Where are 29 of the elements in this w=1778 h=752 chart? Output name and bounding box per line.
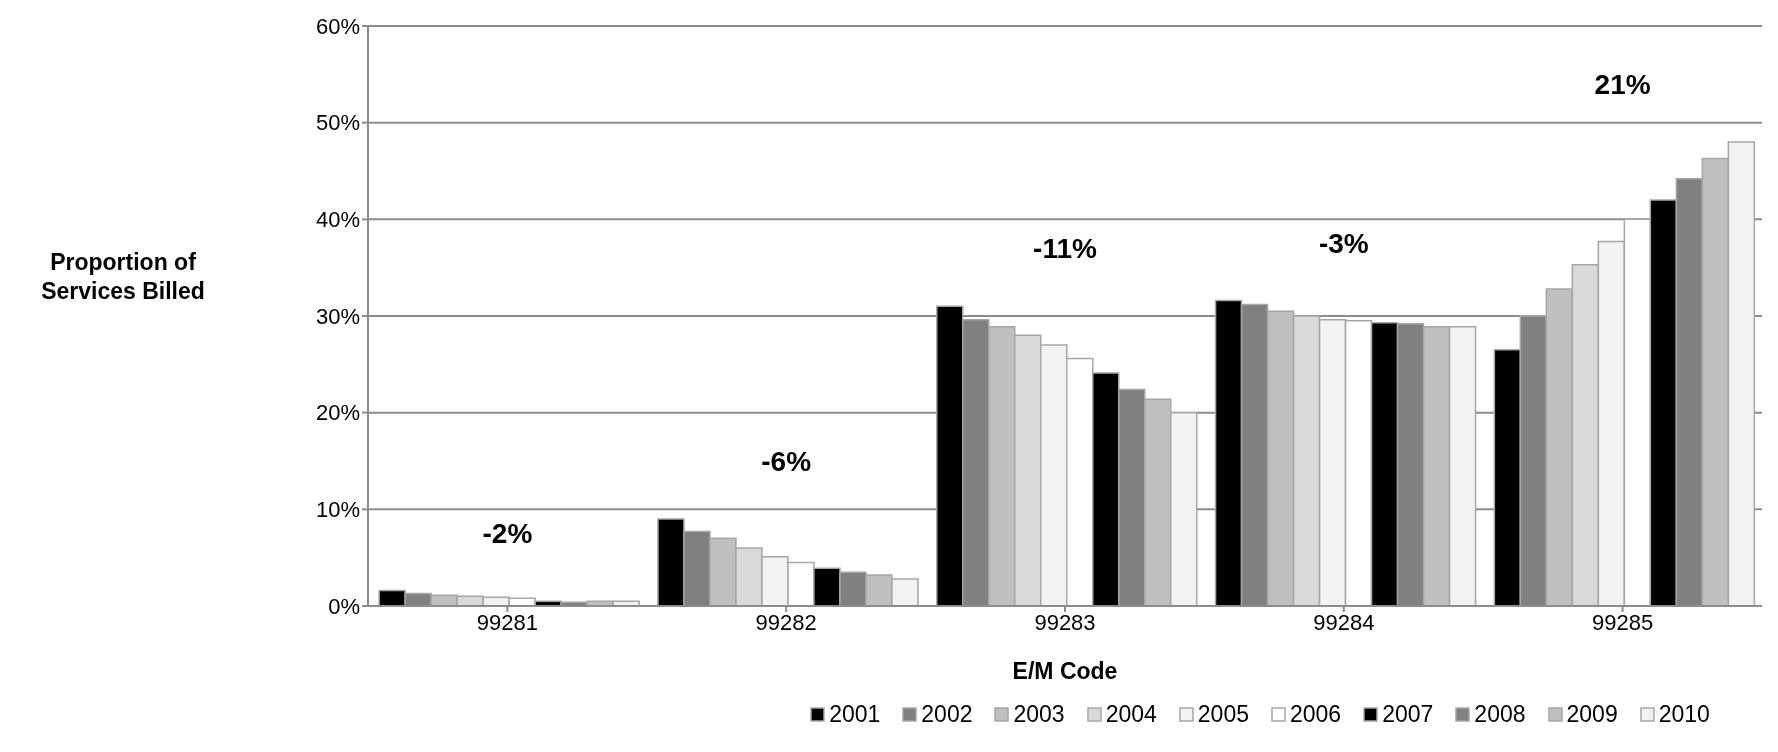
y-tick-label: 0% [328,593,360,619]
y-tick-label: 30% [315,303,360,329]
x-tick-label: 99284 [1313,609,1375,635]
y-tick-label: 60% [315,13,360,39]
annotation: -6% [761,446,812,477]
annotation: -11% [1033,233,1098,265]
legend-label: 2001 [829,701,881,728]
annotation: -2% [482,517,533,549]
y-tick-label: 10% [315,497,360,523]
x-tick-label: 99283 [1034,609,1096,635]
legend-label: 2010 [1658,701,1710,728]
x-tick-label: 99285 [1592,609,1654,635]
legend-label: 2006 [1290,701,1342,728]
legend-label: 2003 [1013,701,1065,728]
x-tick-label: 99281 [476,609,538,635]
y-tick-label: 40% [315,207,360,233]
y-tick-label: 20% [315,400,360,426]
legend-label: 2005 [1197,701,1249,728]
legend-label: 2004 [1105,701,1157,728]
x-axis-title: E/M Code [1012,658,1118,684]
annotation: 21% [1594,69,1651,100]
legend-label: 2008 [1474,701,1526,728]
legend-label: 2002 [921,701,973,728]
legend-label: 2009 [1566,701,1618,728]
legend-label: 2007 [1382,701,1434,728]
x-tick-label: 99282 [755,609,817,635]
y-tick-label: 50% [315,110,360,136]
y-axis-title: Proportion of Services Billed [40,248,206,306]
annotation: -3% [1318,227,1369,259]
